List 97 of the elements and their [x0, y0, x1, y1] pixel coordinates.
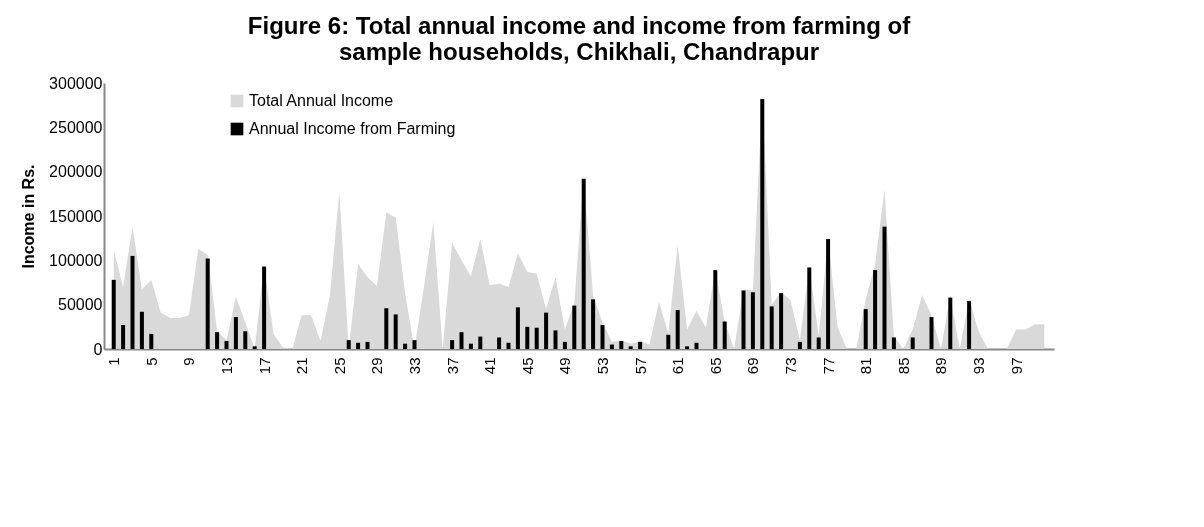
bar [525, 326, 530, 349]
bar [967, 301, 972, 349]
bar [562, 341, 567, 349]
bar [515, 307, 520, 349]
x-tick-label: 65 [706, 357, 724, 375]
x-tick-label: 61 [669, 357, 687, 375]
bar [243, 331, 248, 349]
legend-label: Total Annual Income [249, 92, 394, 109]
y-tick-label: 150000 [49, 207, 103, 225]
bar [384, 308, 389, 349]
bar [910, 337, 915, 349]
bar [694, 342, 699, 349]
bar [750, 292, 755, 349]
bar [713, 270, 718, 349]
x-tick-label: 29 [368, 357, 386, 375]
x-tick-label: 41 [481, 357, 499, 375]
y-tick-label: 200000 [49, 163, 103, 181]
bar [506, 342, 511, 349]
bar [544, 312, 549, 349]
x-tick-label: 13 [218, 357, 235, 375]
x-tick-label: 57 [631, 357, 649, 375]
y-tick-label: 0 [93, 340, 103, 358]
x-tick-label: 53 [594, 357, 611, 375]
bar [130, 255, 135, 349]
bar [722, 321, 727, 349]
bar [262, 266, 267, 349]
bar [356, 342, 361, 349]
x-tick-label: 85 [894, 357, 912, 375]
x-tick-label: 21 [293, 357, 311, 375]
y-tick-label: 100000 [49, 251, 103, 269]
bar [403, 343, 408, 349]
x-tick-label: 17 [255, 357, 273, 375]
bar [534, 327, 539, 349]
x-tick-label: 81 [857, 357, 875, 375]
bar [205, 258, 210, 349]
bar [760, 98, 765, 349]
bar [412, 340, 417, 349]
y-tick-label: 250000 [49, 118, 103, 136]
x-tick-label: 77 [819, 357, 837, 375]
x-tick-label: 97 [1007, 357, 1025, 375]
bar [459, 332, 464, 349]
chart-title: Figure 6: Total annual income and income from farming of sample households, Chikhali, Chandrapur [247, 12, 912, 65]
x-tick-label: 69 [744, 357, 762, 375]
bar [139, 311, 144, 349]
x-tick-label: 49 [556, 357, 574, 375]
bar [252, 346, 257, 349]
bar [600, 325, 605, 349]
bar [797, 341, 802, 349]
bar [666, 334, 671, 349]
x-tick-label: 89 [932, 357, 950, 375]
bar [826, 239, 831, 349]
bar [149, 333, 154, 349]
bar [393, 314, 398, 349]
y-axis-title: Income in Rs. [20, 164, 38, 269]
bar [807, 267, 812, 349]
bar [111, 279, 116, 349]
x-tick-label: 93 [970, 357, 987, 375]
bar [619, 341, 624, 349]
bar [121, 325, 126, 349]
bar [553, 330, 558, 349]
bar [863, 309, 868, 349]
bar [638, 341, 643, 349]
bar [581, 178, 586, 349]
x-tick-label: 73 [782, 357, 799, 375]
bar [769, 306, 774, 349]
bar [675, 309, 680, 349]
bar [450, 340, 455, 349]
bar [891, 337, 896, 349]
bar [346, 340, 351, 349]
bar [497, 337, 502, 349]
y-tick-label: 300000 [49, 74, 103, 92]
bar [591, 299, 596, 349]
y-tick-label: 50000 [58, 296, 103, 314]
bar [468, 343, 473, 349]
bar [779, 293, 784, 349]
bar [478, 336, 483, 349]
bar [215, 332, 220, 349]
bar [741, 290, 746, 349]
bar [233, 317, 238, 349]
bar [882, 226, 887, 349]
x-tick-label: 33 [406, 357, 423, 375]
x-tick-label: 37 [443, 357, 461, 375]
bar [948, 297, 953, 349]
bar [873, 270, 878, 349]
bar [628, 346, 633, 349]
x-tick-label: 9 [180, 357, 198, 366]
bar [224, 341, 229, 349]
bar [572, 305, 577, 349]
x-tick-label: 5 [142, 357, 160, 366]
bar [365, 341, 370, 349]
bar [929, 317, 934, 349]
x-tick-label: 1 [105, 357, 123, 366]
x-tick-label: 25 [330, 357, 348, 375]
x-tick-label: 45 [518, 357, 536, 375]
bar [685, 346, 690, 349]
bar [816, 337, 821, 349]
legend-label: Annual Income from Farming [249, 120, 456, 137]
